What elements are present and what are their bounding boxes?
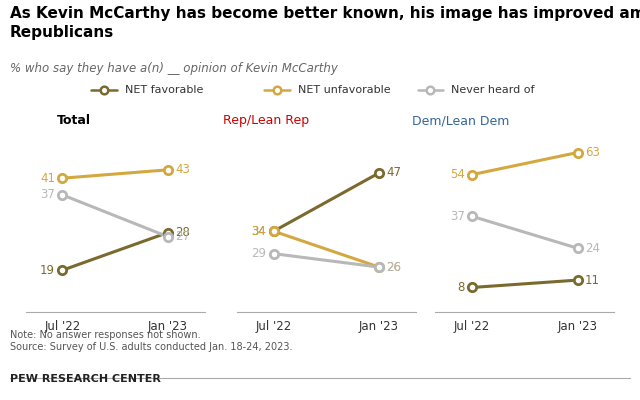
Text: Note: No answer responses not shown.: Note: No answer responses not shown. bbox=[10, 330, 200, 340]
Text: PEW RESEARCH CENTER: PEW RESEARCH CENTER bbox=[10, 374, 161, 384]
Text: 26: 26 bbox=[387, 261, 401, 274]
Text: NET favorable: NET favorable bbox=[125, 85, 203, 95]
Text: 47: 47 bbox=[387, 166, 401, 179]
Text: 24: 24 bbox=[585, 242, 600, 255]
Text: Never heard of: Never heard of bbox=[451, 85, 534, 95]
Text: 29: 29 bbox=[252, 247, 266, 260]
Text: Source: Survey of U.S. adults conducted Jan. 18-24, 2023.: Source: Survey of U.S. adults conducted … bbox=[10, 342, 292, 352]
Text: 28: 28 bbox=[175, 226, 190, 239]
Text: 63: 63 bbox=[585, 146, 600, 159]
Text: 37: 37 bbox=[40, 188, 55, 202]
Text: Rep/Lean Rep: Rep/Lean Rep bbox=[223, 114, 308, 127]
Text: NET unfavorable: NET unfavorable bbox=[298, 85, 390, 95]
Text: 54: 54 bbox=[450, 168, 465, 181]
Text: 26: 26 bbox=[387, 261, 401, 274]
Text: 27: 27 bbox=[175, 230, 190, 243]
Text: 11: 11 bbox=[585, 274, 600, 287]
Text: Dem/Lean Dem: Dem/Lean Dem bbox=[412, 114, 509, 127]
Text: 37: 37 bbox=[450, 210, 465, 223]
Text: 19: 19 bbox=[40, 264, 55, 277]
Text: 43: 43 bbox=[175, 163, 190, 176]
Text: As Kevin McCarthy has become better known, his image has improved among
Republic: As Kevin McCarthy has become better know… bbox=[10, 6, 640, 40]
Text: Total: Total bbox=[56, 114, 91, 127]
Text: 8: 8 bbox=[458, 281, 465, 294]
Text: 34: 34 bbox=[252, 225, 266, 238]
Text: % who say they have a(n) __ opinion of Kevin McCarthy: % who say they have a(n) __ opinion of K… bbox=[10, 62, 337, 75]
Text: 41: 41 bbox=[40, 172, 55, 185]
Text: 34: 34 bbox=[252, 225, 266, 238]
